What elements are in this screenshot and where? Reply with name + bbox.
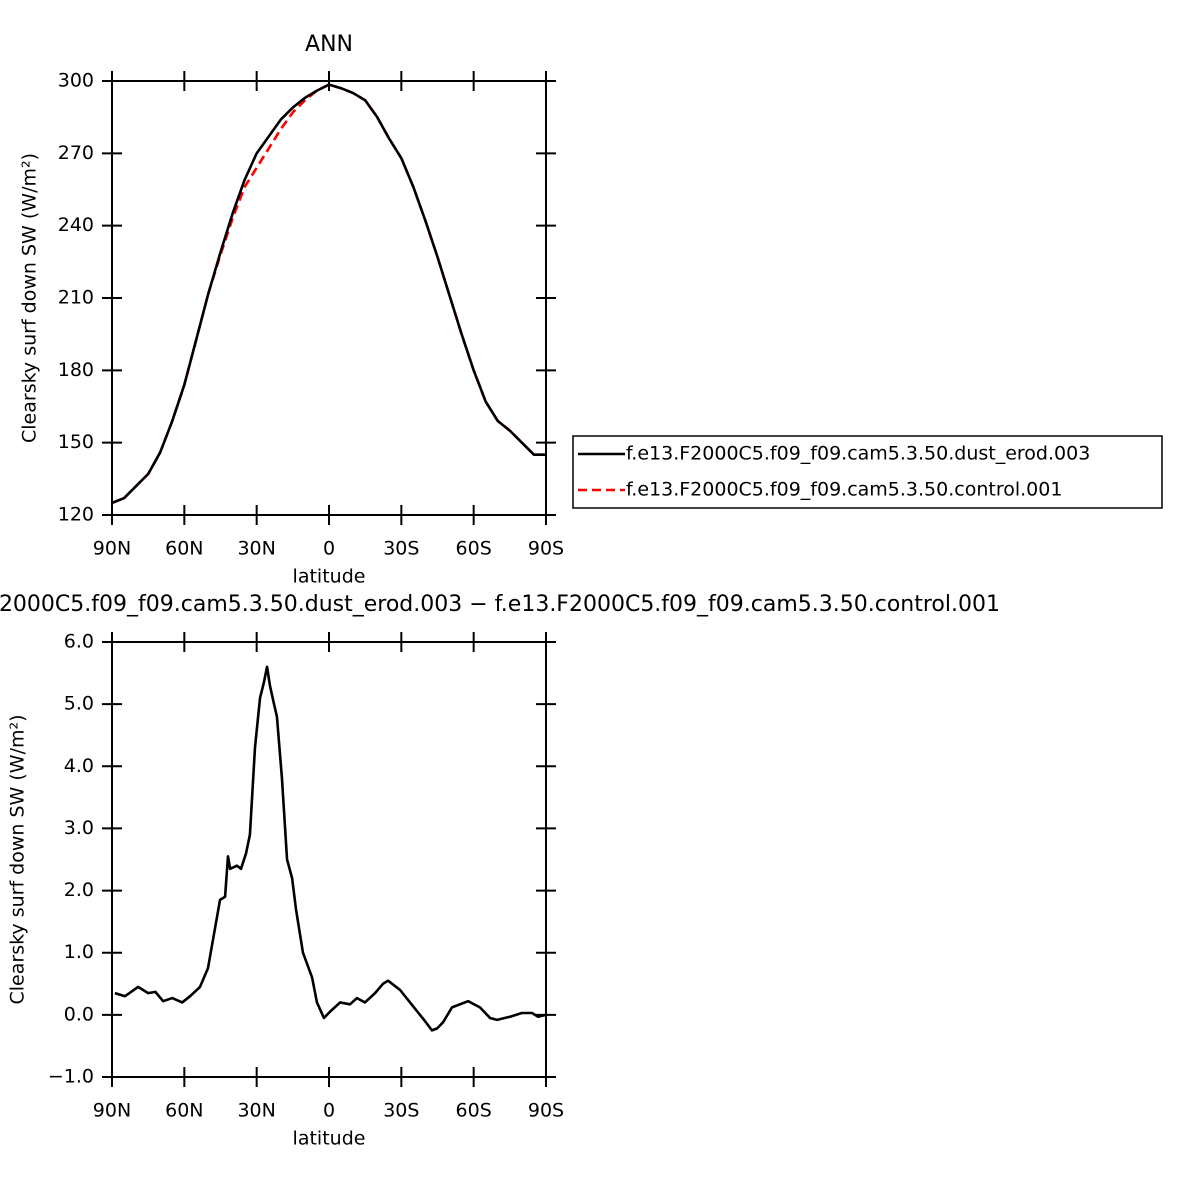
x-tick-label: 0 bbox=[323, 538, 335, 560]
x-tick-label: 30N bbox=[237, 1100, 275, 1122]
x-tick-label: 90N bbox=[93, 538, 131, 560]
x-tick-label: 90S bbox=[528, 1100, 564, 1122]
data-line bbox=[111, 83, 546, 505]
x-tick-label: 60S bbox=[456, 538, 492, 560]
legend: f.e13.F2000C5.f09_f09.cam5.3.50.dust_ero… bbox=[572, 435, 1163, 509]
y-tick-label: 180 bbox=[58, 359, 94, 381]
x-tick-label: 60S bbox=[456, 1100, 492, 1122]
y-tick-label: 150 bbox=[58, 431, 94, 453]
y-tick-label: −1.0 bbox=[48, 1066, 94, 1088]
x-axis-label: latitude bbox=[293, 1128, 366, 1150]
legend-label: f.e13.F2000C5.f09_f09.cam5.3.50.control.… bbox=[626, 479, 1062, 501]
x-tick-label: 60N bbox=[165, 538, 203, 560]
x-axis-label: latitude bbox=[293, 566, 366, 588]
chart-title: f.e13.F2000C5.f09_f09.cam5.3.50.dust_ero… bbox=[0, 592, 1000, 617]
y-tick-label: 6.0 bbox=[64, 631, 94, 653]
x-tick-label: 0 bbox=[323, 1100, 335, 1122]
y-axis-label: Clearsky surf down SW (W/m²) bbox=[19, 153, 41, 443]
data-line bbox=[111, 83, 546, 505]
x-tick-label: 30S bbox=[383, 538, 419, 560]
y-tick-label: 270 bbox=[58, 142, 94, 164]
x-tick-label: 90N bbox=[93, 1100, 131, 1122]
y-tick-label: 0.0 bbox=[64, 1003, 94, 1025]
x-tick-label: 60N bbox=[165, 1100, 203, 1122]
y-tick-label: 4.0 bbox=[64, 755, 94, 777]
x-tick-label: 30N bbox=[237, 538, 275, 560]
y-tick-label: 3.0 bbox=[64, 817, 94, 839]
x-tick-label: 90S bbox=[528, 538, 564, 560]
y-tick-label: 210 bbox=[58, 287, 94, 309]
y-axis-label: Clearsky surf down SW (W/m²) bbox=[7, 714, 29, 1004]
x-tick-label: 30S bbox=[383, 1100, 419, 1122]
y-tick-label: 240 bbox=[58, 214, 94, 236]
y-tick-label: 120 bbox=[58, 504, 94, 526]
y-tick-label: 1.0 bbox=[64, 941, 94, 963]
y-tick-label: 300 bbox=[58, 70, 94, 92]
plot-frame bbox=[111, 641, 547, 1078]
legend-label: f.e13.F2000C5.f09_f09.cam5.3.50.dust_ero… bbox=[626, 443, 1090, 465]
y-tick-label: 5.0 bbox=[64, 693, 94, 715]
data-line bbox=[114, 665, 547, 1032]
legend-box bbox=[572, 435, 1163, 509]
y-tick-label: 2.0 bbox=[64, 879, 94, 901]
chart-title: ANN bbox=[305, 32, 353, 57]
plot-frame bbox=[111, 80, 547, 516]
